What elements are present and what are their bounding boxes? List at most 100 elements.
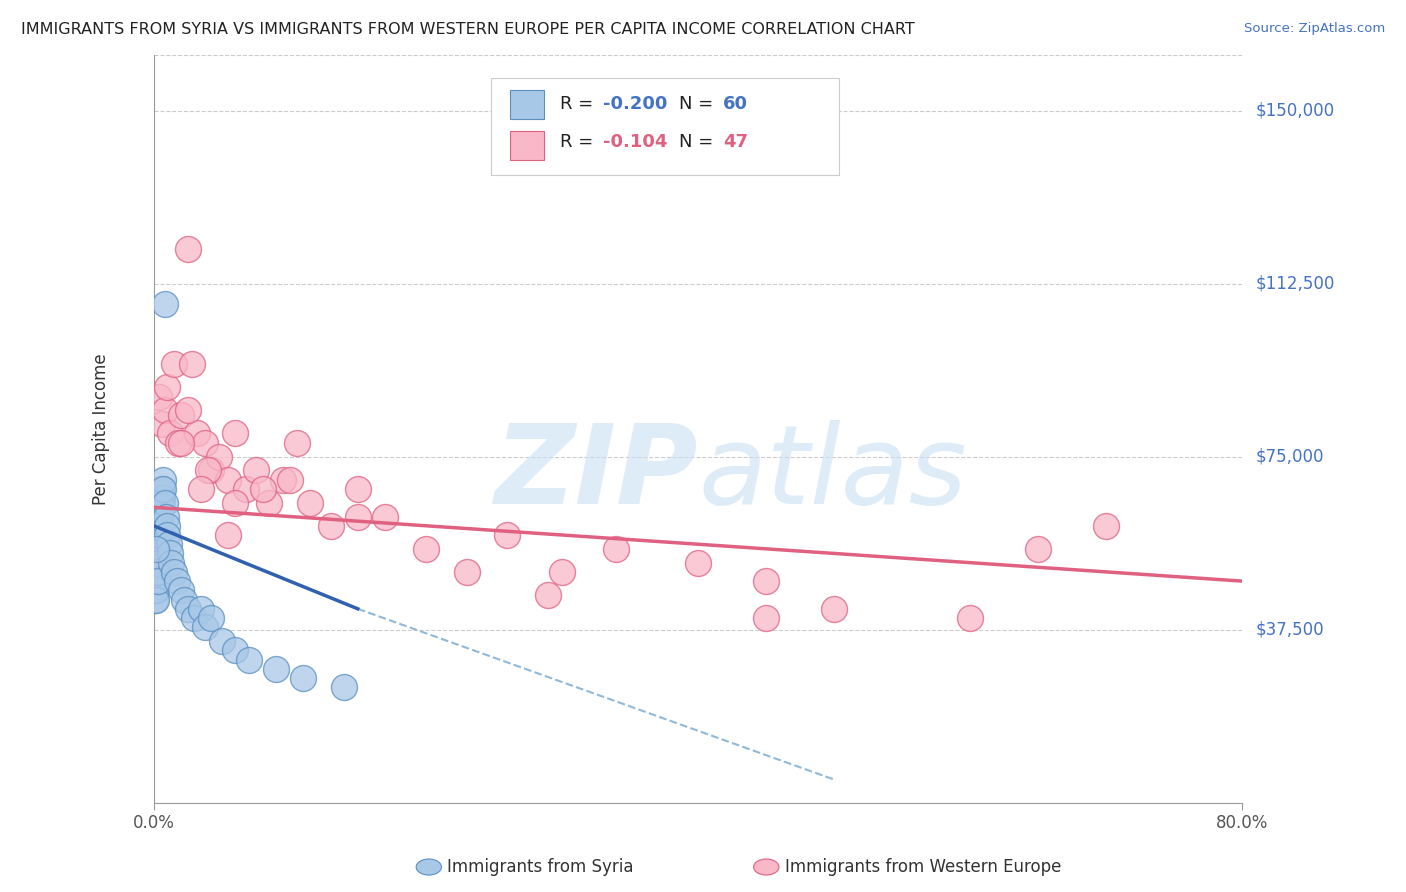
Text: 60: 60 <box>723 95 748 113</box>
Text: $37,500: $37,500 <box>1256 621 1324 639</box>
Point <box>152 482 174 496</box>
Text: R =: R = <box>560 133 605 151</box>
Text: Source: ZipAtlas.com: Source: ZipAtlas.com <box>1244 22 1385 36</box>
Point <box>278 473 301 487</box>
Point <box>496 528 519 542</box>
Point <box>145 537 167 551</box>
Text: R =: R = <box>560 95 599 113</box>
Point <box>415 541 437 556</box>
Point <box>145 592 167 607</box>
Point <box>346 482 368 496</box>
Point <box>149 500 172 515</box>
Point <box>160 556 183 570</box>
Point <box>150 500 173 515</box>
Point <box>218 528 240 542</box>
Point <box>149 491 172 505</box>
FancyBboxPatch shape <box>491 78 839 175</box>
Point <box>197 463 219 477</box>
Point <box>456 565 478 579</box>
Point <box>200 611 222 625</box>
Point <box>149 509 172 524</box>
Point <box>190 482 212 496</box>
Point <box>143 579 166 593</box>
Point <box>170 583 193 598</box>
Point <box>211 634 233 648</box>
Point <box>159 426 181 441</box>
Point <box>176 602 198 616</box>
Point <box>686 556 709 570</box>
Text: Immigrants from Western Europe: Immigrants from Western Europe <box>785 858 1062 876</box>
Point <box>319 518 342 533</box>
Point <box>150 491 173 505</box>
Point <box>146 509 169 524</box>
Point <box>755 611 778 625</box>
Point <box>145 556 167 570</box>
Text: $150,000: $150,000 <box>1256 102 1334 120</box>
Point <box>150 417 173 432</box>
Point <box>292 671 315 685</box>
Point <box>148 518 170 533</box>
Point <box>163 357 186 371</box>
Point <box>823 602 845 616</box>
Point <box>155 509 177 524</box>
Point <box>537 588 560 602</box>
Point <box>186 426 208 441</box>
Point <box>271 473 294 487</box>
Point <box>159 546 181 560</box>
Text: -0.104: -0.104 <box>603 133 668 151</box>
Point <box>145 583 167 598</box>
FancyBboxPatch shape <box>509 90 544 119</box>
Text: $112,500: $112,500 <box>1256 275 1334 293</box>
Text: atlas: atlas <box>697 420 966 527</box>
Point <box>153 496 176 510</box>
Point <box>252 482 274 496</box>
Point <box>238 652 260 666</box>
Point <box>145 565 167 579</box>
Point <box>149 518 172 533</box>
Point <box>167 435 190 450</box>
Point <box>145 546 167 560</box>
Point <box>285 435 308 450</box>
Point <box>146 556 169 570</box>
Point <box>153 297 176 311</box>
Point <box>183 611 205 625</box>
Point <box>264 662 287 676</box>
Text: Immigrants from Syria: Immigrants from Syria <box>447 858 634 876</box>
Text: N =: N = <box>679 133 720 151</box>
Point <box>156 528 179 542</box>
Point <box>176 242 198 256</box>
Text: 47: 47 <box>723 133 748 151</box>
Point <box>146 518 169 533</box>
Point <box>152 473 174 487</box>
Point <box>156 380 179 394</box>
Point <box>145 528 167 542</box>
Point <box>173 592 195 607</box>
Point <box>200 463 222 477</box>
Point <box>156 518 179 533</box>
Point <box>755 574 778 588</box>
Point <box>143 583 166 598</box>
Point <box>166 574 188 588</box>
Point <box>157 537 180 551</box>
Point <box>176 403 198 417</box>
FancyBboxPatch shape <box>509 131 544 160</box>
Point <box>143 556 166 570</box>
Point <box>146 537 169 551</box>
Text: N =: N = <box>679 95 720 113</box>
Point <box>224 496 246 510</box>
Point <box>299 496 322 510</box>
Point <box>1095 518 1118 533</box>
Point <box>224 426 246 441</box>
Point <box>259 496 281 510</box>
Point <box>170 408 193 422</box>
Point <box>208 450 231 464</box>
Point <box>605 541 627 556</box>
Text: $75,000: $75,000 <box>1256 448 1324 466</box>
Point <box>148 528 170 542</box>
Point <box>333 680 356 694</box>
Point <box>146 574 169 588</box>
Point <box>153 403 176 417</box>
Point <box>180 357 202 371</box>
Text: -0.200: -0.200 <box>603 95 668 113</box>
Point <box>148 500 170 515</box>
